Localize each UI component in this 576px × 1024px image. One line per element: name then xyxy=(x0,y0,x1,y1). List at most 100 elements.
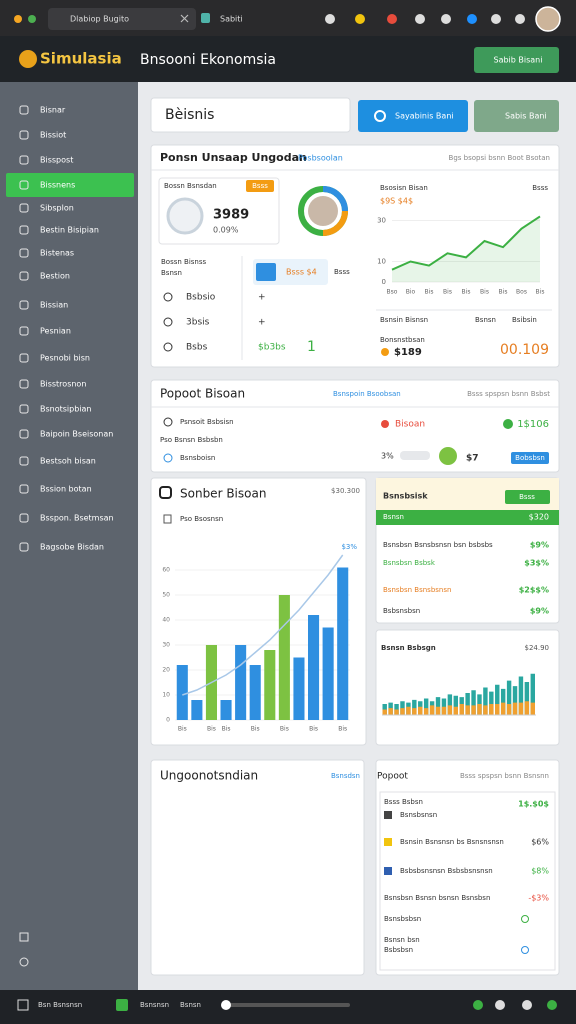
panel-row-label: Bsnsn xyxy=(383,513,404,521)
row-label: Bsss Bsbsn xyxy=(384,798,423,806)
chart-head: $9S $4$ xyxy=(380,197,413,206)
menu-icon xyxy=(19,353,29,363)
menu-icon xyxy=(19,932,29,942)
page-title: Bnsooni Ekonomsia xyxy=(140,52,276,68)
menu-item[interactable]: Bissiot xyxy=(40,131,66,140)
x-tick-label: Bis xyxy=(178,726,187,733)
secondary-button[interactable] xyxy=(474,100,559,132)
mini-bar xyxy=(489,691,494,715)
primary-button-label[interactable]: Sayabinis Bani xyxy=(395,112,454,121)
mini-bar xyxy=(447,694,453,715)
mini-bar xyxy=(400,708,405,715)
y-tick-label: 30 xyxy=(377,217,386,225)
menu-item[interactable]: Bsnotsipbian xyxy=(40,405,92,414)
bar xyxy=(308,615,320,720)
search-text[interactable]: Bèisnis xyxy=(165,107,214,123)
row-icon xyxy=(381,420,389,428)
x-tick-label: Bio xyxy=(406,289,416,296)
mini-bar xyxy=(483,687,488,715)
header-button[interactable] xyxy=(474,47,559,73)
menu-item[interactable]: Baipoin Bseisonan xyxy=(40,430,113,439)
primary-button[interactable] xyxy=(358,100,468,132)
panel-row-value: $320 xyxy=(529,513,549,522)
card-tag: Posbsoolan xyxy=(298,154,343,163)
card-link[interactable]: Bsnsdsn xyxy=(331,772,360,780)
menu-icon xyxy=(19,542,29,552)
tab-title[interactable]: Dlabiop Bugito xyxy=(70,15,129,24)
row-pct: 3% xyxy=(381,452,394,461)
menu-item[interactable]: Bisspost xyxy=(40,156,73,165)
menu-item[interactable]: Pesnobi bisn xyxy=(40,354,90,363)
card xyxy=(150,759,365,976)
mini-bar xyxy=(406,706,411,715)
bottom-icon xyxy=(547,1000,557,1010)
row-value: -$3% xyxy=(528,894,549,903)
row-label: Bsnsbsnsn xyxy=(400,811,437,819)
y-tick-label: 0 xyxy=(166,717,170,724)
bar xyxy=(235,645,247,720)
mini-bar xyxy=(441,706,447,715)
sidebar xyxy=(0,82,138,990)
mini-bar xyxy=(500,688,506,715)
avatar xyxy=(535,6,561,32)
menu-item[interactable]: Bisstrosnon xyxy=(40,380,86,389)
chart-title: Bsosisn Bisan xyxy=(380,184,428,192)
mini-bar xyxy=(465,693,470,715)
row-count: $7 xyxy=(466,454,479,464)
menu-item[interactable]: Pesnian xyxy=(40,327,71,336)
menu-item[interactable]: Bssion botan xyxy=(40,485,92,494)
x-tick-label: Bis xyxy=(425,289,434,296)
header-button-label[interactable]: Sabib Bisani xyxy=(494,56,543,65)
menu-item[interactable]: Bisnar xyxy=(40,106,66,115)
tab-title[interactable]: Sabiti xyxy=(220,15,243,24)
bottom-icon xyxy=(473,1000,483,1010)
chart-line xyxy=(391,215,541,271)
search-box[interactable] xyxy=(150,97,351,133)
card-title: Ponsn Unsaap Ungodan xyxy=(160,151,307,164)
bottom-icon xyxy=(17,999,29,1011)
menu-item[interactable]: Bistenas xyxy=(40,249,74,258)
menu-icon xyxy=(19,155,29,165)
x-tick-label: Bis xyxy=(462,289,471,296)
bottom-icon xyxy=(116,999,128,1011)
row-label: Pso Bsnsn Bsbsbn xyxy=(160,436,223,444)
bar xyxy=(220,700,232,720)
search-icon xyxy=(374,110,386,122)
card-note: Bsss spspsn bsnn Bsbst xyxy=(467,390,550,398)
toolbar-icon xyxy=(415,14,425,24)
menu-item[interactable]: Sibsplon xyxy=(40,204,74,213)
bar xyxy=(249,665,261,720)
row-label: Bsnsbsbsn xyxy=(384,915,421,923)
row-icon xyxy=(163,317,173,327)
menu-item[interactable]: Bestin Bisipian xyxy=(40,226,99,235)
panel-row-label: Bsnsbsn Bsbsk xyxy=(383,559,436,567)
mini-bar xyxy=(500,702,506,715)
slider-thumb[interactable] xyxy=(221,1000,231,1010)
menu-item[interactable]: Bsspon. Bsetmsan xyxy=(40,514,114,523)
stat-icon xyxy=(166,197,204,235)
mini-bar xyxy=(435,697,441,715)
mini-bar xyxy=(418,706,423,715)
x-tick-label: Bis xyxy=(499,289,508,296)
badge xyxy=(246,180,274,192)
menu-icon xyxy=(19,429,29,439)
panel-value: $24.90 xyxy=(525,644,550,652)
chart-corner: $3% xyxy=(341,543,357,551)
card xyxy=(150,379,560,473)
toolbar-icon xyxy=(355,14,365,24)
menu-icon xyxy=(19,248,29,258)
secondary-button-label[interactable]: Sabis Bani xyxy=(505,112,547,121)
x-tick-label: Bis xyxy=(443,289,452,296)
row-icon xyxy=(521,915,529,923)
menu-item[interactable]: Bissian xyxy=(40,301,68,310)
panel-row-highlight xyxy=(376,510,559,525)
menu-item[interactable]: Bagsobe Bisdan xyxy=(40,543,104,552)
menu-item[interactable]: Bissnens xyxy=(40,181,75,190)
menu-item[interactable]: Bestsoh bisan xyxy=(40,457,96,466)
mini-bar xyxy=(453,695,458,715)
badge-text: Bsss xyxy=(519,493,535,501)
row-value: $6% xyxy=(531,838,549,847)
row-icon xyxy=(384,838,392,846)
menu-item[interactable]: Bestion xyxy=(40,272,70,281)
